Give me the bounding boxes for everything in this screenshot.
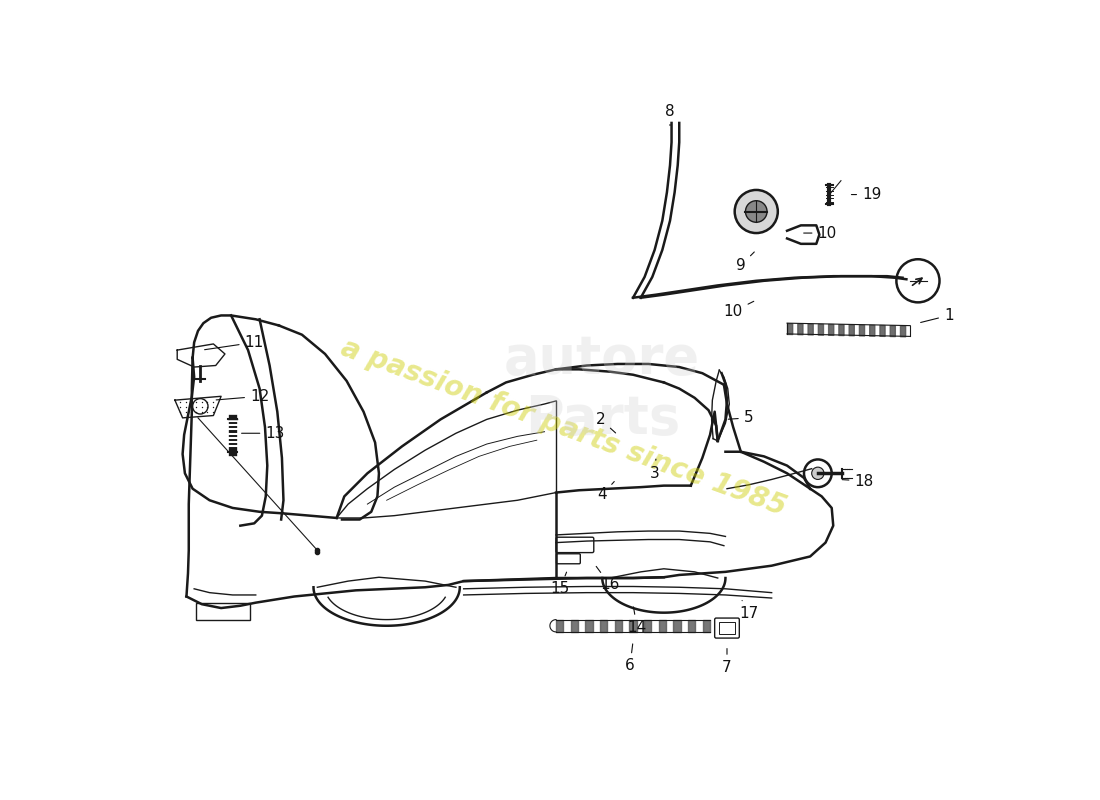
Text: 13: 13: [242, 426, 285, 441]
Text: 16: 16: [596, 566, 619, 593]
Text: 1: 1: [921, 308, 954, 323]
Text: 2: 2: [596, 412, 616, 433]
Circle shape: [735, 190, 778, 233]
Text: 11: 11: [205, 335, 264, 350]
Text: a passion for parts since 1985: a passion for parts since 1985: [338, 334, 790, 521]
Text: 4: 4: [597, 482, 614, 502]
Text: 9: 9: [736, 252, 755, 273]
Text: 3: 3: [650, 459, 660, 481]
Text: 12: 12: [217, 389, 270, 404]
Text: 8: 8: [666, 104, 674, 126]
Text: 18: 18: [843, 474, 873, 489]
Bar: [196, 602, 250, 619]
Text: 7: 7: [723, 649, 732, 675]
Bar: [719, 622, 735, 634]
Text: 6: 6: [625, 644, 635, 674]
Text: 17: 17: [739, 601, 758, 621]
Circle shape: [812, 467, 824, 479]
Text: 14: 14: [627, 607, 647, 635]
Text: autore
Parts: autore Parts: [504, 333, 701, 445]
Circle shape: [746, 201, 767, 222]
Text: 15: 15: [550, 572, 570, 596]
Text: 10: 10: [724, 302, 754, 319]
Text: 10: 10: [804, 226, 837, 241]
Text: 5: 5: [728, 410, 754, 426]
Text: 19: 19: [851, 187, 881, 202]
